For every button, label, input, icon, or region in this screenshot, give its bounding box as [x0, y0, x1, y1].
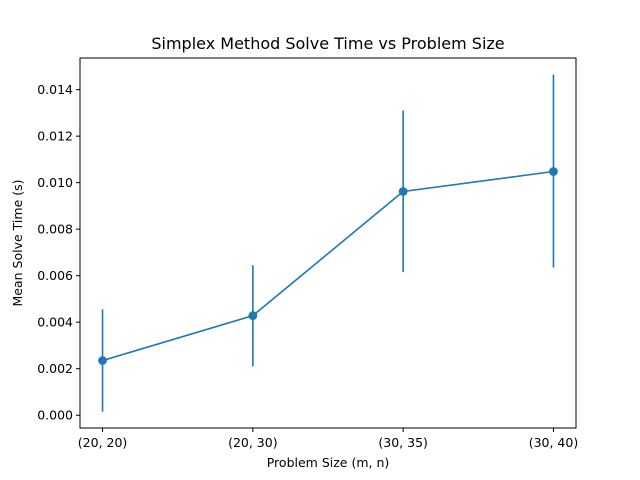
- y-tick-label: 0.004: [37, 315, 73, 330]
- x-tick-label: (30, 40): [529, 435, 579, 450]
- data-point: [248, 311, 258, 321]
- x-tick-label: (20, 20): [78, 435, 128, 450]
- data-point: [98, 356, 107, 365]
- x-tick-label: (30, 35): [378, 435, 428, 450]
- plot-frame: [79, 57, 577, 429]
- series-line: [102, 170, 554, 362]
- y-tick-label: 0.014: [37, 82, 73, 97]
- y-axis: 0.000 0.002 0.004 0.006 0.008 0.010 0.012 0.014: [37, 82, 80, 423]
- x-axis-label: Problem Size (m, n): [267, 455, 390, 470]
- y-axis-label: Mean Solve Time (s): [10, 180, 25, 307]
- data-point: [398, 187, 408, 196]
- y-tick-label: 0.012: [37, 129, 73, 144]
- y-tick-label: 0.006: [37, 268, 73, 283]
- chart-title: Simplex Method Solve Time vs Problem Siz…: [151, 34, 504, 53]
- x-tick-label: (20, 30): [228, 435, 278, 450]
- data-point: [549, 167, 558, 176]
- y-tick-label: 0.010: [37, 175, 73, 190]
- plot-content: [98, 74, 558, 412]
- x-axis: (20, 20) (20, 30) (30, 35) (30, 40): [78, 428, 578, 450]
- y-tick-label: 0.002: [37, 361, 73, 376]
- y-tick-label: 0.000: [37, 408, 73, 423]
- y-tick-label: 0.008: [37, 222, 73, 237]
